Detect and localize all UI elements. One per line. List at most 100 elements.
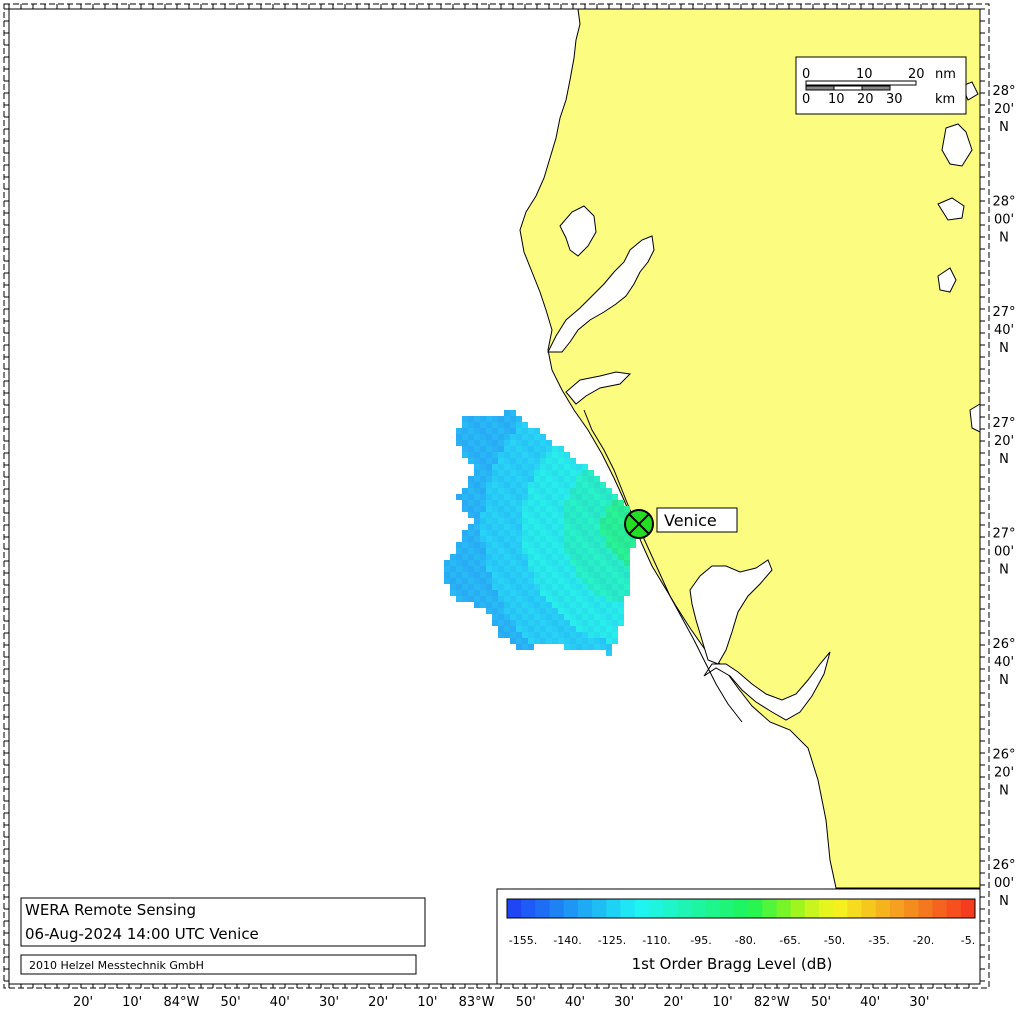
longitude-label: 10'	[417, 995, 437, 1010]
km-tick-0: 0	[802, 92, 810, 107]
nm-tick-0: 0	[802, 67, 810, 82]
latitude-label: 20'	[994, 766, 1014, 781]
colorbar-tick-label: -20.	[913, 934, 934, 947]
colorbar-swatch	[790, 899, 806, 918]
latitude-label: N	[999, 784, 1009, 799]
latitude-label: 00'	[994, 876, 1014, 891]
colorbar-swatch	[719, 899, 735, 918]
colorbar-swatch	[804, 899, 820, 918]
colorbar-swatch	[748, 899, 763, 918]
colorbar-swatch	[521, 899, 536, 918]
colorbar-swatch	[861, 899, 877, 918]
colorbar-tick-label: -155.	[509, 934, 537, 947]
colorbar-swatch	[932, 899, 948, 918]
longitude-label: 10'	[122, 995, 142, 1010]
longitude-label: 10'	[713, 995, 733, 1010]
colorbar-swatch	[620, 899, 636, 918]
colorbar-tick-label: -65.	[779, 934, 800, 947]
frame-ticks	[4, 4, 985, 988]
colorbar-swatch	[946, 899, 962, 918]
nm-tick-10: 10	[856, 67, 873, 82]
colorbar-swatch	[847, 899, 863, 918]
coastal-strip	[583, 409, 743, 723]
latitude-label: 28°	[992, 195, 1015, 210]
longitude-label: 84°W	[163, 995, 199, 1010]
latitude-label: 27°	[992, 416, 1015, 431]
colorbar-swatch	[762, 899, 777, 918]
longitude-label: 40'	[270, 995, 290, 1010]
colorbar-swatch	[776, 899, 792, 918]
copyright-text: 2010 Helzel Messtechnik GmbH	[29, 959, 204, 972]
colorbar-swatch	[733, 899, 749, 918]
nm-unit: nm	[935, 67, 956, 82]
colorbar-swatch	[904, 899, 919, 918]
longitude-label: 82°W	[754, 995, 790, 1010]
site-label: Venice	[664, 511, 717, 530]
colorbar-swatch	[663, 899, 678, 918]
longitude-label: 40'	[860, 995, 880, 1010]
charlotte-harbor	[689, 559, 773, 665]
longitude-label: 20'	[368, 995, 388, 1010]
latitude-label: N	[999, 341, 1009, 356]
colorbar-tick-label: -125.	[598, 934, 626, 947]
title-line-2: 06-Aug-2024 14:00 UTC Venice	[25, 925, 259, 943]
colorbar-swatch	[677, 899, 692, 918]
longitude-label: 50'	[221, 995, 241, 1010]
colorbar-title: 1st Order Bragg Level (dB)	[632, 955, 833, 973]
outer-border	[3, 3, 990, 989]
radar-coverage	[444, 410, 636, 656]
colorbar-swatch	[918, 899, 933, 918]
latitude-label: 20'	[994, 102, 1014, 117]
colorbar-swatch	[691, 899, 707, 918]
colorbar-swatch	[634, 899, 650, 918]
colorbar-swatch	[592, 899, 607, 918]
colorbar-tick-label: -95.	[690, 934, 711, 947]
colorbar-swatch	[833, 899, 848, 918]
land-mass	[519, 8, 981, 889]
latitude-label: 26°	[992, 637, 1015, 652]
colorbar-tick-label: -5.	[961, 934, 975, 947]
longitude-label: 50'	[811, 995, 831, 1010]
colorbar-swatch	[819, 899, 834, 918]
latitude-label: 00'	[994, 213, 1014, 228]
colorbar-swatch	[507, 899, 522, 918]
latitude-label: N	[999, 452, 1009, 467]
longitude-labels: 20' 10' 84°W 50' 40' 30' 20' 10' 83°W 50' 40' 30' 20…	[73, 995, 930, 1010]
map-border	[8, 8, 981, 985]
longitude-label: 40'	[565, 995, 585, 1010]
sarasota-bay	[565, 371, 632, 405]
latitude-label: N	[999, 673, 1009, 688]
colorbar: -155. -140. -125. -110. -95. -80. -65. -50. -35.…	[496, 888, 981, 985]
colorbar-swatch	[577, 899, 593, 918]
latitude-label: 27°	[992, 305, 1015, 320]
latitude-label: 28°	[992, 84, 1015, 99]
latitude-label: 00'	[994, 544, 1014, 559]
scale-bar: 0 10 20 nm 0 10 20 30 km	[795, 56, 967, 115]
tampa-bay	[547, 235, 655, 353]
latitude-label: N	[999, 120, 1009, 135]
latitude-label: 40'	[994, 323, 1014, 338]
longitude-label: 20'	[73, 995, 93, 1010]
pine-island-sound	[703, 651, 831, 721]
latitude-label: 26°	[992, 748, 1015, 763]
km-tick-10: 10	[828, 92, 845, 107]
latitude-label: N	[999, 562, 1009, 577]
longitude-label: 50'	[516, 995, 536, 1010]
colorbar-swatch	[705, 899, 721, 918]
latitude-label: 27°	[992, 526, 1015, 541]
site-marker[interactable]: Venice	[624, 507, 738, 539]
colorbar-swatch	[960, 899, 976, 918]
km-unit: km	[935, 92, 955, 107]
colorbar-tick-label: -80.	[735, 934, 756, 947]
colorbar-swatch	[889, 899, 905, 918]
title-line-1: WERA Remote Sensing	[25, 901, 196, 919]
colorbar-swatch	[606, 899, 621, 918]
latitude-label: 40'	[994, 655, 1014, 670]
colorbar-tick-label: -140.	[553, 934, 581, 947]
longitude-label: 30'	[909, 995, 929, 1010]
longitude-label: 83°W	[459, 995, 495, 1010]
km-tick-30: 30	[886, 92, 903, 107]
latitude-label: N	[999, 894, 1009, 909]
old-tampa-bay	[559, 205, 597, 257]
